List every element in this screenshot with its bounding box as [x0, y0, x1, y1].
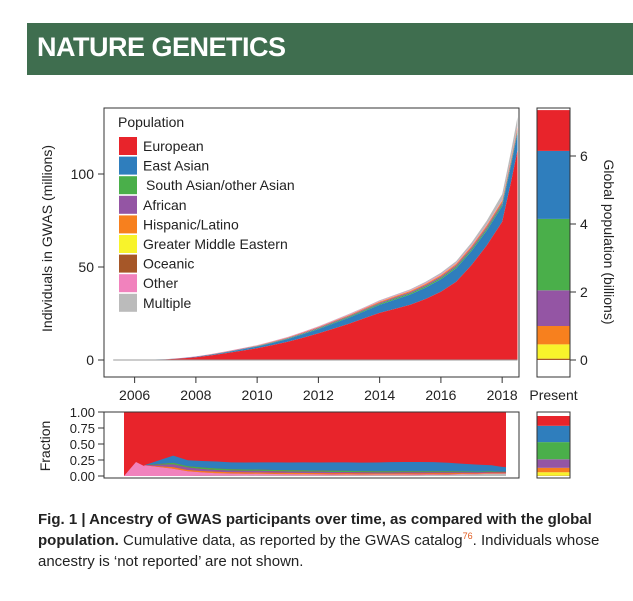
present-segment-hispanic-latino: [537, 326, 570, 345]
y-axis-label: Individuals in GWAS (millions): [39, 145, 55, 332]
present-segment-european: [537, 110, 570, 151]
fraction-area-south-asian-other-asian: [144, 462, 507, 473]
legend-title: Population: [118, 114, 184, 130]
fraction-present-segment-hispanic-latino: [537, 467, 570, 473]
fraction-area-other-early: [124, 462, 164, 476]
legend-label: Other: [143, 275, 178, 291]
caption-text: Cumulative data, as reported by the GWAS…: [118, 532, 463, 549]
legend-swatch: [119, 215, 137, 234]
legend-swatch: [119, 137, 137, 155]
y-tick-label: 50: [78, 259, 94, 275]
fraction-y-tick-label: 0.50: [70, 437, 95, 452]
fraction-area-hispanic-latino: [144, 465, 507, 475]
main-plot-frame: [103, 107, 520, 378]
caption-reference: 76: [462, 531, 473, 541]
x-tick-label: 2006: [119, 387, 150, 403]
legend-label: Hispanic/Latino: [143, 216, 239, 232]
right-y-tick-label: 0: [580, 352, 588, 368]
fraction-present-segment-south-asian-other-asian: [537, 442, 570, 460]
right-y-axis-label: Global population (billions): [601, 160, 617, 325]
area-european: [113, 150, 518, 360]
x-tick-label: 2008: [180, 387, 211, 403]
present-segment-greater-middle-eastern: [537, 344, 570, 359]
fraction-present-segment-greater-middle-eastern: [537, 472, 570, 476]
legend-label: East Asian: [143, 158, 209, 174]
x-tick-label: 2012: [303, 387, 334, 403]
fraction-y-tick-label: 1.00: [70, 405, 95, 420]
legend-label: African: [143, 197, 187, 213]
fraction-y-tick-label: 0.25: [70, 453, 95, 468]
fraction-area-layers: [124, 412, 507, 476]
present-segment-african: [537, 290, 570, 326]
present-label: Present: [529, 387, 577, 403]
caption-figure-title: Fig. 1 | Ancestry of GWAS participants o…: [38, 511, 592, 549]
journal-banner: NATURE GENETICS: [27, 23, 633, 75]
figure-svg: 0 50 100 2006 2008 2010 2012 2014 2016 2018 Indivi…: [37, 107, 617, 484]
fraction-present-frame: [536, 411, 571, 479]
legend-label: Oceanic: [143, 256, 194, 272]
legend-label: European: [143, 138, 204, 154]
journal-title: NATURE GENETICS: [37, 32, 286, 62]
right-y-tick-label: 6: [580, 148, 588, 164]
present-segment-south-asian-other-asian: [537, 218, 570, 291]
fraction-axes: 0.000.250.500.751.00 Fraction: [37, 405, 520, 484]
figure-caption: Fig. 1 | Ancestry of GWAS participants o…: [38, 509, 618, 572]
legend-label: South Asian/other Asian: [146, 177, 295, 193]
right-y-tick-label: 2: [580, 284, 588, 300]
fraction-y-tick-label: 0.75: [70, 421, 95, 436]
fraction-present-bar: [536, 411, 571, 479]
x-tick-label: 2018: [487, 387, 518, 403]
fraction-area-east-asian: [144, 455, 507, 472]
x-tick-label: 2014: [364, 387, 395, 403]
legend-swatch: [119, 274, 137, 293]
legend-swatch: [119, 156, 137, 175]
present-frame: [536, 107, 571, 378]
legend: Population European East Asian South Asian/…: [118, 114, 295, 312]
fraction-present-segment-east-asian: [537, 425, 570, 443]
caption-text-2: . Individuals whose ancestry is ‘not rep…: [38, 532, 600, 570]
main-axes: 0 50 100 2006 2008 2010 2012 2014 2016 2018 Indivi…: [39, 107, 520, 403]
y-tick-label: 100: [71, 166, 95, 182]
fraction-area-african: [144, 464, 507, 474]
legend-swatch: [119, 254, 137, 273]
present-segment-oceanic: [537, 358, 570, 360]
fraction-area-multiple: [144, 473, 507, 476]
present-segment-east-asian: [537, 150, 570, 219]
fraction-present-segment-european: [537, 416, 570, 426]
x-tick-label: 2016: [425, 387, 456, 403]
y-tick-label: 0: [86, 352, 94, 368]
present-bar: 0 2 4 6 Present Global population (billions): [529, 107, 617, 403]
fraction-present-segment-african: [537, 459, 570, 468]
legend-swatch: [119, 176, 137, 195]
right-y-tick-label: 4: [580, 216, 588, 232]
x-tick-label: 2010: [242, 387, 273, 403]
legend-swatch: [119, 195, 137, 214]
legend-swatch: [119, 293, 137, 312]
main-area-layers: [113, 117, 518, 361]
fraction-plot-frame: [103, 411, 520, 479]
fraction-y-tick-label: 0.00: [70, 469, 95, 484]
fraction-y-axis-label: Fraction: [37, 421, 53, 472]
legend-label: Greater Middle Eastern: [143, 236, 288, 252]
legend-label: Multiple: [143, 295, 191, 311]
legend-swatch: [119, 235, 137, 253]
fraction-area-other: [144, 465, 507, 476]
